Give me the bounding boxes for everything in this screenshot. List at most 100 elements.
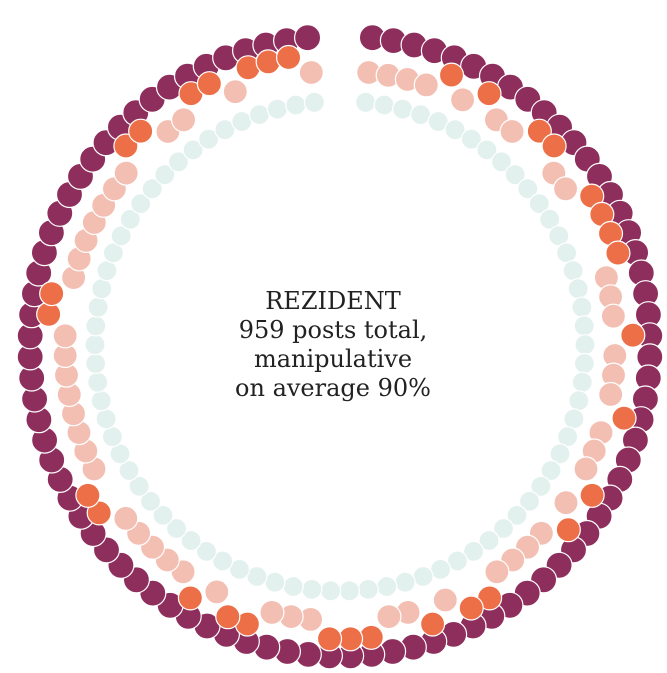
inner-ring-dot: [320, 580, 342, 602]
inner-ring-dot: [301, 578, 323, 601]
mid-ring-dot: [196, 71, 222, 97]
mid-ring-dot: [598, 381, 624, 408]
inner-ring-dot: [182, 139, 204, 161]
mid-ring-dot: [215, 604, 241, 630]
mid-ring-dot: [450, 87, 476, 113]
chart-center-label: REZIDENT 959 posts total, manipulative o…: [183, 287, 483, 403]
inner-ring-dot: [119, 208, 141, 230]
inner-ring-dot: [412, 565, 434, 588]
inner-ring-dot: [549, 443, 571, 465]
inner-ring-dot: [195, 540, 217, 563]
mid-ring-dot: [553, 490, 579, 516]
inner-ring-dot: [214, 119, 236, 141]
inner-ring-dot: [180, 529, 202, 552]
mid-ring-dot: [39, 281, 65, 307]
channel-name: REZIDENT: [265, 287, 401, 315]
inner-ring-dot: [357, 578, 379, 601]
inner-ring-dot: [264, 571, 286, 593]
mid-ring-dot: [376, 603, 402, 630]
inner-ring-dot: [87, 371, 109, 393]
mid-ring-dot: [579, 482, 605, 508]
inner-ring-dot: [167, 151, 190, 173]
mid-ring-dot: [276, 44, 302, 71]
inner-ring-dot: [376, 575, 398, 598]
inner-ring-dot: [518, 490, 541, 512]
inner-ring-dot: [504, 164, 526, 186]
inner-ring-dot: [394, 571, 416, 593]
inner-ring-dot: [154, 164, 176, 186]
mid-ring-dot: [620, 322, 646, 348]
mid-ring-dot: [128, 118, 154, 144]
inner-ring-dot: [427, 110, 449, 133]
mid-ring-dot: [177, 585, 203, 611]
outer-ring-dot: [294, 24, 322, 52]
inner-ring-dot: [410, 103, 432, 126]
inner-ring-dot: [128, 475, 150, 497]
inner-ring-dot: [571, 371, 593, 393]
inner-ring-dot: [574, 334, 596, 356]
mid-ring-dot: [413, 72, 439, 98]
manipulative-label: manipulative: [253, 345, 413, 373]
inner-ring-dot: [141, 178, 163, 200]
inner-ring-dot: [101, 426, 124, 448]
mid-ring-dot: [600, 303, 627, 329]
inner-ring-dot: [517, 178, 539, 200]
inner-ring-dot: [110, 225, 132, 247]
inner-ring-dot: [373, 94, 395, 116]
inner-ring-dot: [490, 151, 513, 173]
inner-ring-dot: [96, 260, 118, 282]
mid-ring-dot: [611, 405, 637, 431]
inner-ring-dot: [198, 128, 220, 150]
inner-ring-dot: [212, 550, 234, 572]
inner-ring-dot: [303, 91, 325, 113]
mid-ring-dot: [499, 118, 525, 145]
inner-ring-dot: [528, 193, 550, 215]
mid-ring-dot: [484, 559, 510, 585]
mid-ring-dot: [458, 595, 484, 621]
inner-ring-dot: [446, 550, 468, 572]
mid-ring-dot: [75, 482, 101, 508]
mid-ring-dot: [113, 160, 139, 186]
mid-ring-dot: [541, 133, 567, 159]
inner-ring-dot: [573, 352, 596, 375]
inner-ring-dot: [266, 98, 288, 120]
inner-ring-dot: [567, 278, 589, 300]
inner-ring-dot: [228, 558, 251, 581]
inner-ring-dot: [476, 139, 498, 161]
mid-ring-dot: [337, 626, 364, 652]
mid-ring-dot: [605, 240, 631, 266]
inner-ring-dot: [392, 98, 414, 120]
mid-ring-dot: [36, 301, 62, 327]
mid-ring-dot: [552, 176, 579, 202]
mid-ring-dot: [573, 456, 599, 482]
mid-ring-dot: [259, 599, 285, 626]
inner-ring-dot: [562, 260, 584, 282]
mid-ring-dot: [476, 81, 502, 107]
mid-ring-dot: [52, 323, 78, 349]
inner-ring-dot: [539, 208, 561, 230]
mid-ring-dot: [171, 107, 197, 133]
inner-ring-dot: [84, 334, 106, 356]
mid-ring-dot: [432, 587, 458, 613]
inner-ring-dot: [165, 517, 188, 540]
inner-ring-dot: [540, 459, 562, 482]
inner-ring-dot: [571, 296, 593, 318]
inner-ring-dot: [463, 540, 485, 563]
mid-ring-dot: [86, 500, 112, 526]
inner-ring-dot: [87, 296, 109, 318]
inner-ring-dot: [231, 110, 253, 133]
inner-ring-dot: [95, 408, 117, 430]
inner-ring-dot: [139, 490, 162, 512]
inner-ring-dot: [90, 390, 112, 412]
inner-ring-dot: [91, 278, 113, 300]
inner-ring-dot: [492, 517, 515, 540]
inner-ring-dot: [152, 504, 174, 527]
mid-ring-dot: [222, 79, 248, 105]
inner-ring-dot: [118, 459, 140, 482]
inner-ring-dot: [84, 352, 107, 375]
mid-ring-dot: [316, 626, 343, 652]
inner-ring-dot: [444, 119, 466, 141]
inner-ring-dot: [130, 193, 152, 215]
mid-ring-dot: [255, 49, 281, 75]
